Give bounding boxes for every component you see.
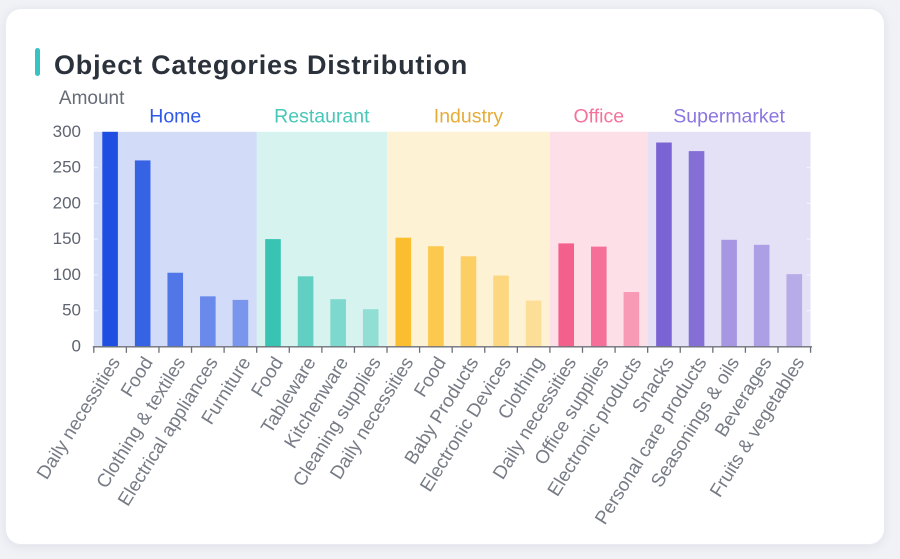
svg-text:Home: Home xyxy=(149,106,201,128)
svg-text:Amount: Amount xyxy=(59,88,125,109)
svg-text:0: 0 xyxy=(72,336,81,355)
svg-text:Restaurant: Restaurant xyxy=(274,106,370,128)
svg-text:250: 250 xyxy=(53,158,81,177)
svg-text:Industry: Industry xyxy=(434,106,504,128)
svg-text:100: 100 xyxy=(53,265,81,284)
svg-text:200: 200 xyxy=(53,193,81,212)
svg-text:150: 150 xyxy=(53,229,81,248)
svg-text:50: 50 xyxy=(62,301,81,320)
svg-text:300: 300 xyxy=(53,122,81,141)
svg-text:Supermarket: Supermarket xyxy=(673,106,785,128)
svg-text:Office: Office xyxy=(574,106,625,128)
